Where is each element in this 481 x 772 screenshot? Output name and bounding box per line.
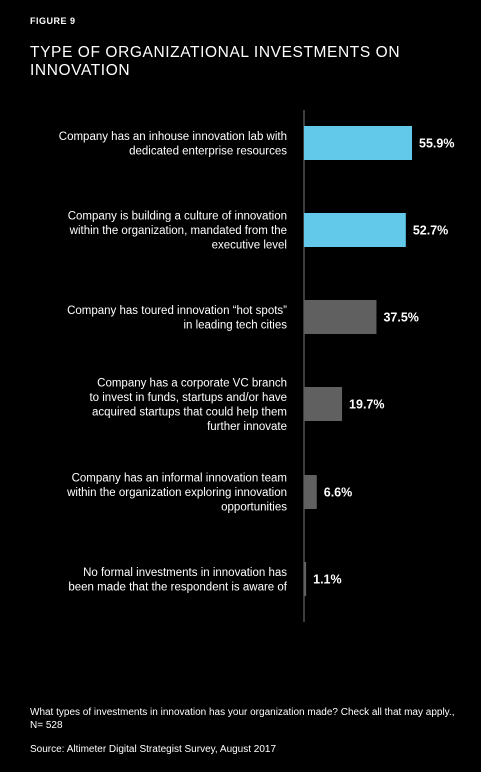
category-label-line: opportunities [221,502,287,514]
category-label-line: Company has an inhouse innovation lab wi… [59,131,287,143]
bar-1 [304,126,412,160]
chart-footnote: What types of investments in innovation … [30,707,455,731]
value-label-3: 37.5% [383,311,418,325]
category-label-4: Company has a corporate VC branch to inve… [89,377,287,433]
value-label-2: 52.7% [413,224,448,238]
category-label-line: further innovate [207,421,287,433]
bar-2 [304,213,406,247]
category-label-line: within the organization, mandated from t… [69,225,287,237]
category-label-1: Company has an inhouse innovation lab wi… [59,131,287,158]
bar-6 [304,562,307,596]
category-label-line: Company is building a culture of innovat… [68,211,287,223]
chart-title: TYPE OF ORGANIZATIONAL INVESTMENTS ON IN… [30,44,401,79]
category-label-line: in leading tech cities [183,319,287,331]
category-label-5: Company has an informal innovation team w… [66,473,287,514]
category-label-line: been made that the respondent is aware o… [68,581,287,593]
category-label-line: No formal investments in innovation has [83,567,287,579]
category-label-line: dedicated enterprise resources [129,145,287,157]
category-label-6: No formal investments in innovation has b… [68,567,287,594]
category-label-line: acquired startups that could help them [92,406,287,418]
category-label-line: Company has an informal innovation team [72,473,287,485]
bar-4 [304,387,343,421]
category-label-line: within the organization exploring innova… [66,487,287,499]
value-label-1: 55.9% [419,137,454,151]
category-label-line: Company has a corporate VC branch [97,377,287,389]
bar-chart: 55.9% Company has an inhouse innovation l… [59,110,454,622]
category-label-3: Company has toured innovation “hot spots… [67,305,287,332]
category-label-2: Company is building a culture of innovat… [68,211,287,252]
value-label-6: 1.1% [313,573,342,587]
figure-label: FIGURE 9 [30,16,76,26]
value-label-5: 6.6% [324,486,353,500]
bar-5 [304,475,317,509]
category-label-line: executive level [212,240,287,252]
bar-3 [304,300,377,334]
chart-source: Source: Altimeter Digital Strategist Sur… [30,744,277,755]
category-label-line: Company has toured innovation “hot spots… [67,305,287,317]
category-label-line: to invest in funds, startups and/or have [89,392,287,404]
value-label-4: 19.7% [349,398,384,412]
